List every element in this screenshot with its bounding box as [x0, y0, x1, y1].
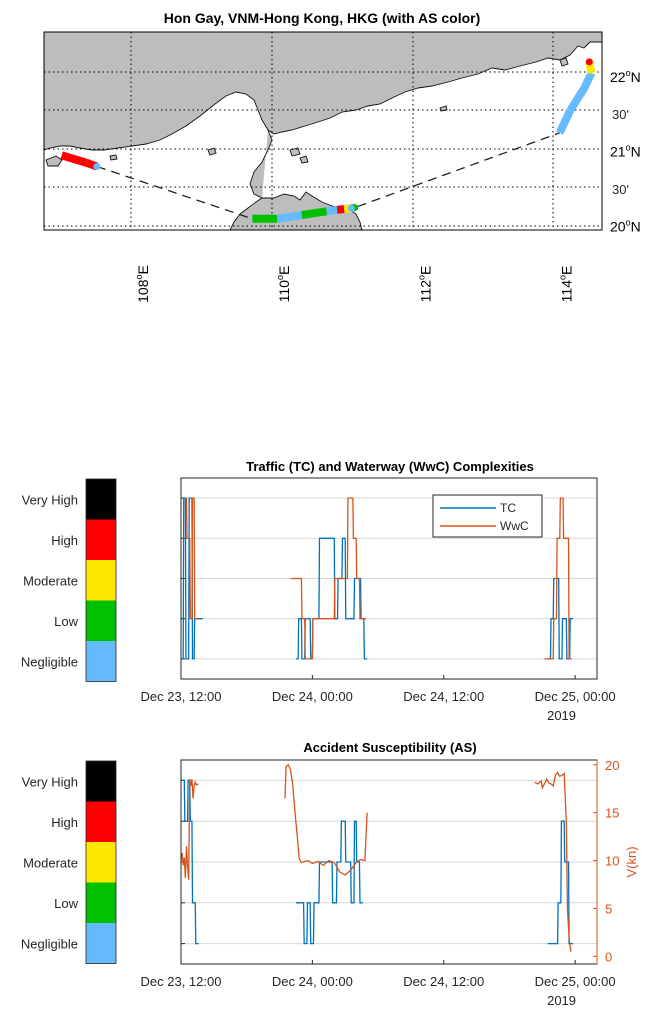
lon-tick-2: 112oE: [416, 266, 433, 303]
x-tick-0: Dec 23, 12:00: [141, 689, 222, 704]
as-x-ticks: Dec 23, 12:00 Dec 24, 00:00 Dec 24, 12:00 D…: [141, 960, 616, 1008]
speed-tick-3: 15: [605, 806, 619, 821]
route-segment-4-0: [580, 71, 596, 90]
series-wwc: [185, 497, 198, 620]
map-grid: [44, 32, 602, 230]
map-title: Hon Gay, VNM-Hong Kong, HKG (with AS col…: [164, 10, 481, 26]
series-vkn: [284, 763, 368, 876]
lat-tick-2: 21oN: [610, 143, 641, 160]
colorbar-swatch-2: [86, 560, 116, 601]
colorbar-label-0: Very High: [22, 774, 78, 789]
svg-text:108oE: 108oE: [134, 265, 151, 303]
complexity-panel: Traffic (TC) and Waterway (WwC) Complexi…: [141, 459, 616, 723]
x-tick-1: Dec 24, 00:00: [272, 689, 353, 704]
complexity-legend: TC WwC: [432, 494, 543, 538]
series-wwc: [290, 497, 367, 660]
complexity-lines: [181, 497, 573, 660]
colorbar-swatch-4: [86, 923, 116, 964]
x-tick-3: Dec 25, 00:00: [535, 974, 616, 989]
map-land: [43, 31, 603, 231]
colorbar-label-3: Low: [54, 614, 78, 629]
x-tick-0: Dec 23, 12:00: [141, 974, 222, 989]
map-frame: [43, 31, 603, 231]
colorbar-swatch-1: [86, 801, 116, 842]
map-tick-labels: 22oN 30' 21oN 30' 20oN 108oE 110oE 112oE 114oE: [134, 68, 641, 303]
x-tick-2: Dec 24, 12:00: [403, 974, 484, 989]
route-point-4: [585, 58, 593, 66]
legend-tc: TC: [500, 501, 516, 515]
route-segment-1-2: [301, 207, 328, 220]
speed-tick-0: 0: [605, 949, 612, 964]
x-tick-3: Dec 25, 00:00: [535, 689, 616, 704]
colorbar-label-3: Low: [54, 896, 78, 911]
complexity-frame: [180, 477, 598, 680]
complexity-title: Traffic (TC) and Waterway (WwC) Complexi…: [246, 459, 534, 474]
colorbar-label-2: Moderate: [23, 855, 78, 870]
colorbar-swatch-2: [86, 842, 116, 883]
colorbar-as: Very High High Moderate Low Negligible: [21, 760, 117, 964]
speed-tick-4: 20: [605, 758, 619, 773]
route-segment-3-1: [566, 85, 588, 113]
svg-text:112oE: 112oE: [416, 266, 433, 303]
route-segment-2-0: [336, 205, 345, 214]
route-segment-0-0: [60, 151, 88, 167]
legend-wwc: WwC: [500, 519, 529, 533]
lat-tick-0: 22oN: [610, 68, 641, 85]
colorbar-swatch-4: [86, 641, 116, 682]
x-tick-1: Dec 24, 00:00: [272, 974, 353, 989]
colorbar-label-1: High: [51, 533, 78, 548]
route-segment-1-1: [276, 211, 303, 223]
series-vkn: [180, 779, 199, 880]
series-as: [547, 820, 573, 945]
colorbar-swatch-3: [86, 600, 116, 641]
svg-text:110oE: 110oE: [275, 266, 292, 303]
colorbar-swatch-3: [86, 882, 116, 923]
series-as: [295, 820, 363, 945]
colorbar-swatch-1: [86, 519, 116, 560]
colorbar-swatch-0: [86, 479, 116, 520]
lon-tick-3: 114oE: [558, 266, 575, 303]
route-segment-3-0: [556, 108, 574, 135]
as-lines: [180, 763, 573, 952]
series-tc: [181, 497, 203, 660]
colorbar-label-4: Negligible: [21, 654, 78, 669]
lat-tick-1: 30': [612, 107, 629, 122]
x-tick-2: Dec 24, 12:00: [403, 689, 484, 704]
series-wwc: [544, 497, 572, 660]
colorbar-label-2: Moderate: [23, 573, 78, 588]
as-panel: Accident Susceptibility (AS) Dec 23, 12:…: [141, 740, 639, 1008]
as-grid: [181, 779, 597, 945]
speed-tick-2: 10: [605, 854, 619, 869]
colorbar-label-1: High: [51, 815, 78, 830]
svg-text:114oE: 114oE: [558, 266, 575, 303]
route-layer: [60, 58, 596, 223]
colorbar-complexity: Very High High Moderate Low Negligible: [21, 478, 117, 682]
x-year-label: 2019: [547, 708, 576, 723]
speed-axis-label: V(kn): [624, 846, 639, 877]
route-point-0: [93, 162, 101, 170]
x-year-label: 2019: [547, 993, 576, 1008]
route-point-2: [347, 204, 355, 212]
lat-tick-4: 20oN: [610, 217, 641, 234]
map-panel: Hon Gay, VNM-Hong Kong, HKG (with AS col…: [43, 10, 641, 303]
lon-tick-1: 110oE: [275, 266, 292, 303]
colorbar-label-4: Negligible: [21, 936, 78, 951]
lat-tick-3: 30': [612, 182, 629, 197]
colorbar-swatch-0: [86, 761, 116, 802]
speed-tick-1: 5: [605, 901, 612, 916]
speed-y-ticks: 0 5 10 15 20: [593, 758, 619, 964]
series-vkn: [534, 771, 572, 952]
as-title: Accident Susceptibility (AS): [303, 740, 476, 755]
colorbar-label-0: Very High: [22, 492, 78, 507]
complexity-x-ticks: Dec 23, 12:00 Dec 24, 00:00 Dec 24, 12:00 D…: [141, 675, 616, 723]
lon-tick-0: 108oE: [134, 265, 151, 303]
